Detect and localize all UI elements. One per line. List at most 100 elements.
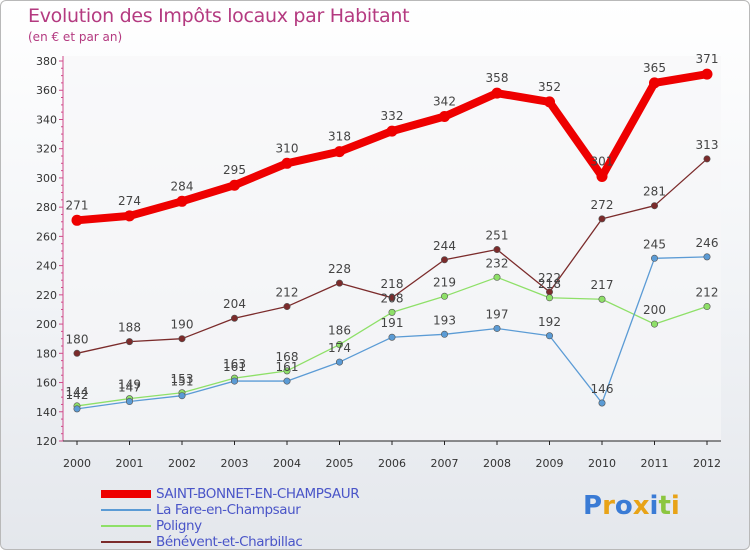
data-label: 371 xyxy=(696,52,719,66)
y-tick-label: 260 xyxy=(36,230,57,243)
data-label: 271 xyxy=(66,198,89,212)
proxiti-logo: Proxiti xyxy=(583,491,680,521)
data-label: 295 xyxy=(223,163,246,177)
x-tick-label: 2012 xyxy=(693,457,721,470)
logo-letter: i xyxy=(649,491,659,521)
data-point xyxy=(178,335,186,343)
data-label: 188 xyxy=(118,321,141,335)
data-point xyxy=(649,77,660,89)
data-label: 151 xyxy=(171,375,194,389)
data-label: 232 xyxy=(486,256,509,270)
chart-subtitle: (en € et par an) xyxy=(28,30,123,44)
data-point xyxy=(335,279,343,287)
data-label: 251 xyxy=(486,229,509,243)
x-tick-label: 2011 xyxy=(641,457,669,470)
x-tick-label: 2009 xyxy=(536,457,564,470)
data-label: 358 xyxy=(486,71,509,85)
data-label: 245 xyxy=(643,237,666,251)
y-tick-label: 160 xyxy=(36,377,57,390)
data-label: 190 xyxy=(171,318,194,332)
data-label: 146 xyxy=(591,382,614,396)
logo-letter: t xyxy=(658,491,671,521)
data-point xyxy=(386,125,398,137)
data-label: 272 xyxy=(591,198,614,212)
data-point xyxy=(71,214,83,226)
logo-letter: r xyxy=(602,491,615,521)
legend-swatch xyxy=(101,541,151,543)
data-point xyxy=(73,349,81,357)
data-point xyxy=(176,195,188,207)
data-point xyxy=(493,246,501,254)
y-tick-label: 240 xyxy=(36,260,57,273)
legend-label: Poligny xyxy=(156,518,202,534)
data-label: 142 xyxy=(66,388,89,402)
x-tick-label: 2007 xyxy=(431,457,459,470)
data-point xyxy=(650,254,658,262)
data-label: 332 xyxy=(381,109,404,123)
data-point xyxy=(281,157,293,169)
data-point xyxy=(703,253,711,261)
data-point xyxy=(283,377,291,385)
x-tick-label: 2006 xyxy=(378,457,406,470)
data-point xyxy=(388,294,396,302)
data-label: 200 xyxy=(643,303,666,317)
data-point xyxy=(598,399,606,407)
data-point xyxy=(544,96,555,108)
x-tick-label: 2002 xyxy=(168,457,196,470)
data-point xyxy=(703,155,711,163)
logo-letter: x xyxy=(632,491,650,521)
data-label: 161 xyxy=(276,360,299,374)
data-point xyxy=(650,320,658,328)
data-label: 342 xyxy=(433,95,456,109)
data-label: 168 xyxy=(276,350,299,364)
data-label: 318 xyxy=(328,130,351,144)
y-tick-label: 280 xyxy=(36,201,57,214)
data-point xyxy=(440,256,448,264)
data-label: 161 xyxy=(223,360,246,374)
data-label: 365 xyxy=(643,61,666,75)
data-point xyxy=(493,324,501,332)
data-label: 218 xyxy=(538,277,561,291)
data-label: 217 xyxy=(591,278,614,292)
data-point xyxy=(178,392,186,400)
x-tick-label: 2005 xyxy=(326,457,354,470)
data-label: 313 xyxy=(696,138,719,152)
data-label: 222 xyxy=(538,271,561,285)
data-label: 147 xyxy=(118,381,141,395)
data-point xyxy=(650,202,658,210)
data-label: 180 xyxy=(66,332,89,346)
data-label: 144 xyxy=(66,385,89,399)
y-tick-label: 220 xyxy=(36,289,57,302)
data-label: 228 xyxy=(328,262,351,276)
data-point xyxy=(283,367,291,375)
legend-swatch xyxy=(101,525,151,527)
data-label: 193 xyxy=(433,313,456,327)
legend-swatch xyxy=(101,509,151,511)
x-tick-label: 2008 xyxy=(483,457,511,470)
data-label: 204 xyxy=(223,297,246,311)
data-label: 191 xyxy=(381,316,404,330)
y-tick-label: 200 xyxy=(36,318,57,331)
data-label: 284 xyxy=(171,179,194,193)
x-tick-label: 2003 xyxy=(221,457,249,470)
data-point xyxy=(126,398,134,406)
x-tick-label: 2001 xyxy=(116,457,144,470)
data-label: 218 xyxy=(381,277,404,291)
data-label: 246 xyxy=(696,236,719,250)
logo-letter: o xyxy=(614,491,633,521)
data-point xyxy=(598,215,606,223)
y-tick-label: 320 xyxy=(36,143,57,156)
legend-label: SAINT-BONNET-EN-CHAMPSAUR xyxy=(156,486,360,502)
data-point xyxy=(491,87,503,99)
y-tick-label: 180 xyxy=(36,347,57,360)
data-point xyxy=(335,358,343,366)
legend-swatch xyxy=(101,490,151,498)
y-tick-label: 360 xyxy=(36,84,57,97)
logo-letter: P xyxy=(583,491,603,521)
data-label: 208 xyxy=(381,291,404,305)
chart-title: Evolution des Impôts locaux par Habitant xyxy=(28,5,410,27)
data-label: 174 xyxy=(328,341,351,355)
data-point xyxy=(283,303,291,311)
y-tick-label: 140 xyxy=(36,406,57,419)
